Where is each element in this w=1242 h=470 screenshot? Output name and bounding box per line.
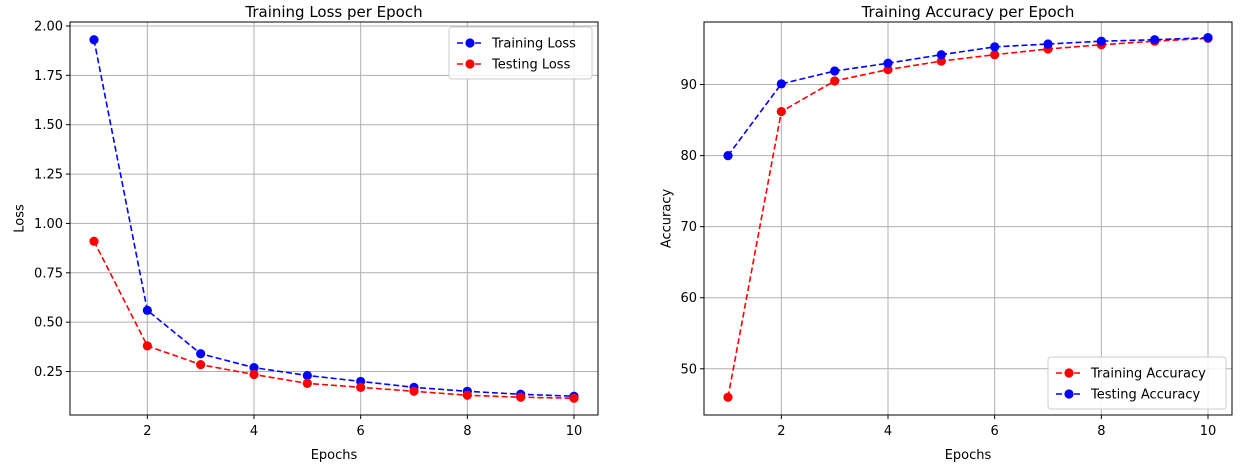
legend: Training Loss Testing Loss — [448, 26, 593, 80]
x-tick-label: 4 — [884, 424, 892, 439]
data-point — [302, 378, 312, 389]
y-tick-label: 1.50 — [34, 118, 63, 133]
data-point — [1043, 39, 1053, 49]
data-point — [89, 35, 99, 45]
y-tick-label: 2.00 — [34, 19, 63, 34]
legend-entry: Training Loss — [457, 37, 576, 52]
data-point — [1150, 35, 1160, 45]
legend-marker — [465, 59, 475, 69]
x-axis-label: Epochs — [945, 448, 992, 463]
x-tick-label: 8 — [1097, 424, 1105, 439]
data-point — [142, 305, 152, 315]
data-point — [196, 360, 206, 370]
data-point — [776, 106, 786, 117]
data-point — [89, 236, 99, 246]
legend-marker — [465, 38, 475, 48]
x-tick-label: 2 — [143, 424, 151, 439]
chart-1: 2 4 6 8 10 0.25 0.50 0.75 1.00 1.25 1.50 1.75 2.00 Tr… — [13, 3, 599, 463]
series-line — [93, 39, 575, 398]
legend: Training Accuracy Testing Accuracy — [1047, 356, 1227, 410]
y-tick-label: 70 — [680, 220, 697, 235]
data-point — [883, 65, 893, 75]
y-tick-label: 60 — [680, 291, 697, 306]
series-testing-accuracy — [723, 33, 1213, 161]
data-point — [249, 369, 259, 380]
legend-label: Training Accuracy — [1090, 367, 1206, 382]
x-tick-label: 8 — [463, 424, 471, 439]
data-point — [249, 363, 259, 373]
data-point — [1096, 36, 1106, 46]
x-tick-label: 4 — [250, 424, 258, 439]
data-point — [356, 382, 366, 392]
legend-label: Testing Accuracy — [1090, 388, 1200, 403]
legend-box — [1047, 356, 1227, 410]
x-tick-label: 6 — [357, 424, 365, 439]
legend-entry: Testing Loss — [457, 58, 571, 73]
legend-label: Testing Loss — [491, 58, 571, 73]
y-tick-label: 1.75 — [34, 69, 63, 84]
data-point — [830, 76, 840, 86]
series-line — [93, 240, 575, 400]
series-training-loss — [89, 35, 579, 401]
y-tick-label: 90 — [680, 78, 697, 93]
data-point — [990, 42, 1000, 52]
y-tick-label: 1.00 — [34, 217, 63, 232]
y-tick-label: 0.25 — [34, 365, 63, 380]
y-tick-label: 0.75 — [34, 266, 63, 281]
data-point — [142, 341, 152, 351]
data-point — [776, 79, 786, 89]
legend-marker — [1064, 389, 1074, 399]
series-line — [727, 36, 1209, 157]
x-tick-label: 2 — [777, 424, 785, 439]
chart-2: 2 4 6 8 10 50 60 70 80 90 Training Accuracy per Ep… — [660, 3, 1233, 463]
data-point — [990, 50, 1000, 60]
y-tick-label: 0.50 — [34, 316, 63, 331]
data-point — [723, 392, 733, 402]
data-point — [830, 66, 840, 76]
y-tick-label: 80 — [680, 149, 697, 164]
plot-area-frame — [703, 21, 1233, 416]
y-axis-label: Accuracy — [660, 189, 675, 249]
y-tick-label: 1.25 — [34, 168, 63, 183]
data-point — [516, 392, 526, 402]
data-point — [409, 386, 419, 396]
data-point — [883, 58, 893, 68]
legend-entry: Training Accuracy — [1056, 367, 1206, 382]
data-point — [196, 349, 206, 359]
data-point — [462, 390, 472, 400]
data-point — [723, 151, 733, 161]
chart-title: Training Loss per Epoch — [244, 3, 422, 21]
series-line — [727, 37, 1209, 398]
data-point — [936, 56, 946, 66]
series-training-accuracy — [723, 33, 1213, 402]
data-point — [302, 370, 312, 381]
legend-box — [448, 26, 593, 80]
data-point — [1203, 33, 1213, 43]
plot-area-frame — [69, 21, 599, 416]
x-tick-label: 10 — [566, 424, 583, 439]
data-point — [569, 393, 579, 403]
chart-title: Training Accuracy per Epoch — [861, 3, 1075, 21]
y-axis-label: Loss — [13, 204, 28, 233]
data-point — [936, 50, 946, 60]
y-tick-label: 50 — [680, 362, 697, 377]
legend-marker — [1064, 368, 1074, 378]
legend-entry: Testing Accuracy — [1056, 388, 1200, 403]
series-testing-loss — [89, 236, 579, 403]
legend-label: Training Loss — [491, 37, 576, 52]
x-tick-label: 6 — [991, 424, 999, 439]
x-tick-label: 10 — [1200, 424, 1217, 439]
x-axis-label: Epochs — [311, 448, 358, 463]
